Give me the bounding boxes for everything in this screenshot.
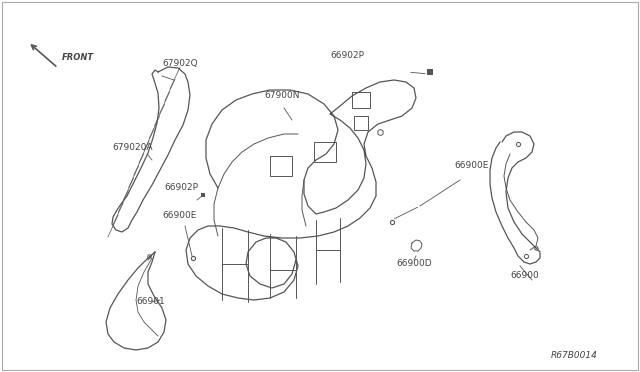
Text: FRONT: FRONT (62, 53, 94, 62)
Text: 67902Q: 67902Q (162, 59, 198, 68)
Text: 66900: 66900 (510, 271, 539, 280)
Text: R67B0014: R67B0014 (551, 351, 598, 360)
Text: 679020A: 679020A (112, 143, 152, 152)
Text: 66902P: 66902P (164, 183, 198, 192)
Text: 67900N: 67900N (264, 91, 300, 100)
Text: 66900E: 66900E (162, 211, 196, 220)
Text: 66900E: 66900E (454, 161, 488, 170)
Text: 66900D: 66900D (396, 259, 431, 268)
Text: 66901: 66901 (136, 297, 164, 306)
Text: 66902P: 66902P (330, 51, 364, 60)
